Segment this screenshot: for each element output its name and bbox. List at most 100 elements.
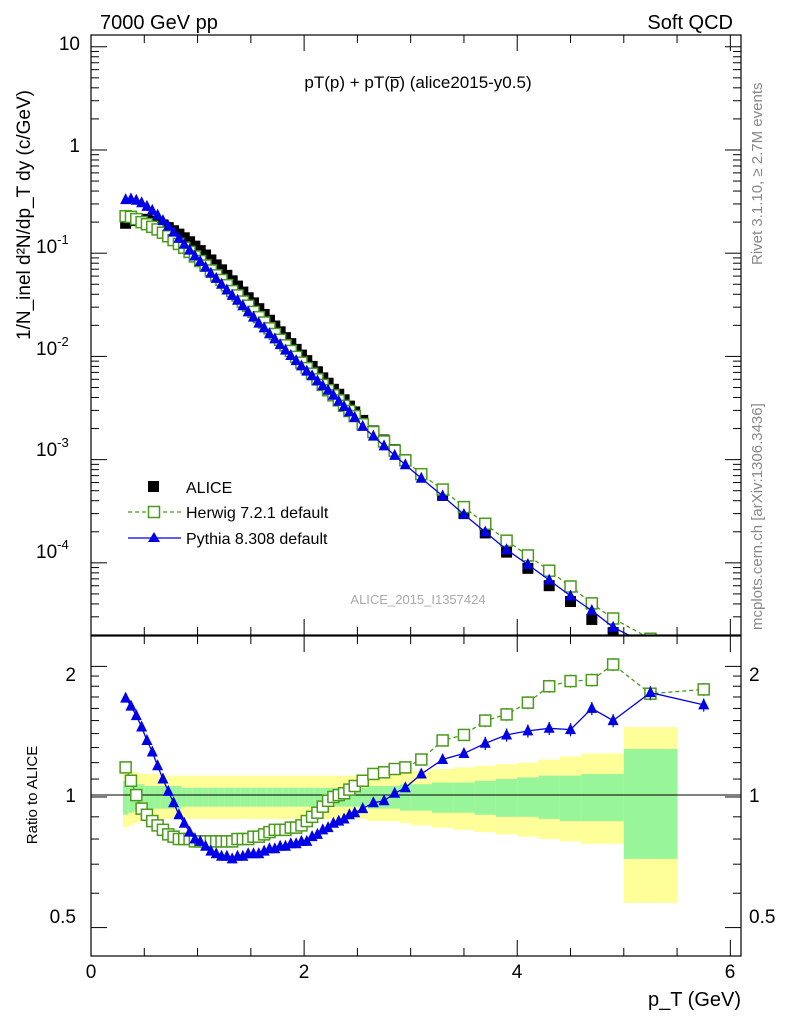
data-point-pythia bbox=[333, 394, 345, 406]
ratio-point-pythia bbox=[173, 808, 185, 820]
data-point-pythia bbox=[295, 359, 307, 371]
ratio-band-inner bbox=[186, 787, 193, 807]
data-point-pythia bbox=[279, 343, 291, 355]
ratio-point-pythia bbox=[178, 816, 190, 828]
data-point-pythia bbox=[200, 260, 212, 272]
ratio-band-inner bbox=[495, 779, 518, 817]
data-point-pythia bbox=[378, 439, 390, 451]
data-point-pythia bbox=[290, 354, 302, 366]
header-left: 7000 GeV pp bbox=[100, 12, 218, 34]
data-point-alice bbox=[543, 580, 555, 592]
ratio-point-pythia bbox=[399, 781, 411, 793]
ratio-band-inner bbox=[229, 787, 236, 807]
ratio-point-herwig bbox=[377, 766, 391, 779]
ratio-point-herwig bbox=[388, 762, 401, 776]
ratio-point-herwig bbox=[479, 714, 492, 727]
ytick-label-1e-2: 10-2 bbox=[36, 334, 69, 360]
ratio-band-inner bbox=[431, 782, 454, 813]
data-point-pythia bbox=[607, 620, 619, 632]
ratio-band-inner bbox=[192, 787, 199, 807]
data-point-pythia bbox=[357, 419, 369, 431]
ratio-frame bbox=[90, 635, 742, 957]
ytick-label-1: 1 bbox=[69, 136, 80, 157]
ratio-band-inner bbox=[581, 773, 603, 822]
data-point-pythia bbox=[415, 471, 427, 483]
ratio-band-inner bbox=[453, 782, 476, 813]
data-point-pythia bbox=[543, 573, 555, 585]
ratio-band-inner bbox=[517, 777, 540, 817]
ratio-point-pythia bbox=[437, 753, 449, 765]
ratio-band-inner bbox=[256, 787, 262, 807]
ratio-ytick-0.5-right: 0.5 bbox=[749, 907, 775, 928]
ratio-band-inner bbox=[623, 749, 678, 859]
ratio-band-inner bbox=[197, 787, 204, 807]
data-point-pythia bbox=[178, 237, 190, 249]
data-point-pythia bbox=[698, 664, 709, 675]
main-ylabel: 1/N_inel d²N/dp_T dy (c/GeV) bbox=[14, 90, 35, 340]
ratio-band-inner bbox=[202, 787, 209, 807]
ratio-point-herwig bbox=[399, 761, 412, 774]
data-point-herwig bbox=[698, 653, 709, 664]
ratio-point-herwig bbox=[542, 679, 556, 693]
ratio-band-inner bbox=[352, 787, 358, 807]
legend-marker-herwig bbox=[147, 505, 161, 519]
ratio-point-pythia bbox=[136, 720, 148, 732]
ratio-point-pythia bbox=[522, 724, 534, 736]
ratio-band-inner bbox=[538, 775, 561, 819]
ratio-point-pythia bbox=[311, 827, 323, 839]
ratio-point-pythia bbox=[378, 794, 390, 806]
ratio-band-inner bbox=[261, 787, 268, 807]
ratio-point-pythia bbox=[120, 691, 132, 703]
ratio-band-inner bbox=[208, 787, 215, 807]
ratio-point-pythia bbox=[479, 736, 491, 748]
data-point-pythia bbox=[327, 388, 339, 400]
ratio-band-inner bbox=[234, 787, 241, 807]
data-point-herwig bbox=[644, 632, 657, 635]
header-right: Soft QCD bbox=[647, 12, 733, 34]
data-point-pythia bbox=[437, 489, 449, 501]
ratio-band-inner bbox=[277, 787, 284, 807]
data-point-pythia bbox=[389, 448, 401, 460]
data-point-pythia bbox=[311, 374, 323, 386]
data-point-alice bbox=[698, 672, 709, 683]
ytick-exp-1e-2: -2 bbox=[57, 334, 69, 349]
ratio-point-pythia bbox=[125, 699, 137, 711]
mcplots-label: mcplots.cern.ch [arXiv:1306.3436] bbox=[749, 403, 766, 630]
data-point-pythia bbox=[210, 271, 222, 283]
ratio-point-pythia bbox=[162, 784, 174, 796]
data-point-pythia bbox=[226, 288, 238, 300]
ratio-point-pythia bbox=[141, 733, 153, 745]
xtick-0: 0 bbox=[86, 962, 97, 983]
data-point-pythia bbox=[216, 277, 228, 289]
ratio-band-inner bbox=[245, 787, 252, 807]
ratio-point-pythia bbox=[389, 786, 401, 798]
ratio-band-inner bbox=[357, 787, 369, 807]
ratio-point-pythia bbox=[200, 839, 212, 851]
data-point-pythia bbox=[232, 293, 244, 305]
ytick-exp-1e-1: -1 bbox=[57, 232, 69, 247]
watermark: ALICE_2015_I1357424 bbox=[350, 592, 485, 607]
main-ylabel-text: 1/N_inel d²N/dp_T dy (c/GeV) bbox=[14, 90, 35, 340]
ratio-band-inner bbox=[559, 775, 582, 822]
legend-label-herwig: Herwig 7.2.1 default bbox=[186, 505, 329, 522]
data-point-pythia bbox=[173, 231, 185, 243]
ratio-point-pythia bbox=[301, 834, 313, 846]
ratio-point-pythia bbox=[586, 701, 598, 713]
data-point-pythia bbox=[184, 243, 196, 255]
ratio-point-herwig bbox=[367, 767, 380, 781]
data-point-pythia bbox=[189, 249, 201, 261]
ratio-point-pythia bbox=[157, 772, 169, 784]
ratio-band-inner bbox=[181, 787, 188, 807]
data-point-pythia bbox=[645, 640, 656, 651]
ratio-band-inner bbox=[410, 784, 433, 811]
ratio-ytick-1-right: 1 bbox=[749, 786, 760, 807]
ytick-exp-1e-3: -3 bbox=[57, 435, 69, 450]
data-point-pythia bbox=[242, 305, 254, 317]
ratio-point-pythia bbox=[367, 796, 379, 808]
data-point-pythia bbox=[258, 321, 270, 333]
ratio-band-inner bbox=[218, 787, 225, 807]
ratio-band-inner bbox=[154, 786, 161, 809]
ratio-band-inner bbox=[293, 787, 300, 807]
data-point-pythia bbox=[586, 604, 598, 616]
